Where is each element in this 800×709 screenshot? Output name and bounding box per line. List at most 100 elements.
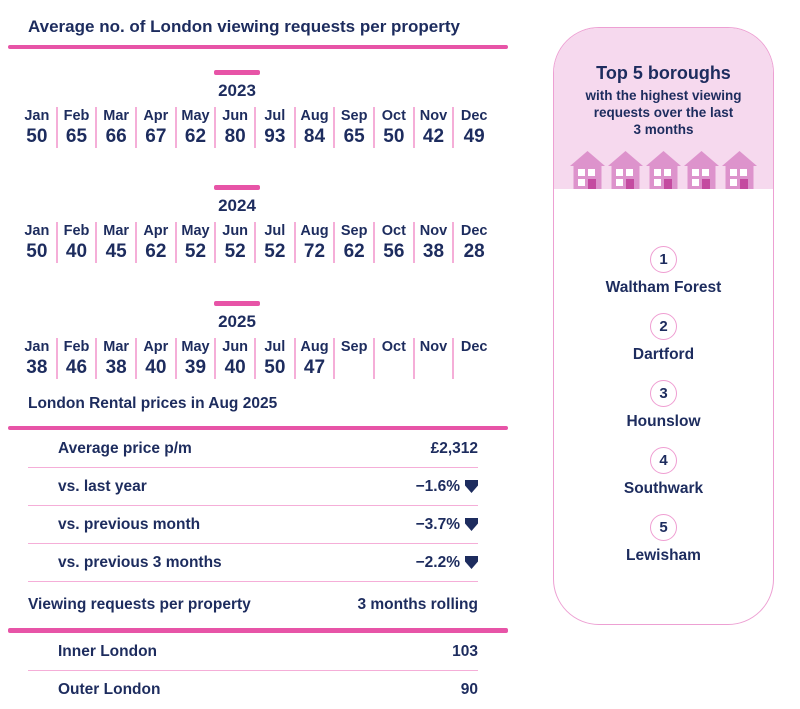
month-cell: Aug 72 xyxy=(296,222,336,263)
month-value: 50 xyxy=(26,241,48,262)
down-arrow-icon xyxy=(465,518,478,531)
row-value: 90 xyxy=(461,681,478,699)
month-value: 56 xyxy=(383,241,405,262)
month-cell: Aug 84 xyxy=(296,107,336,148)
house-icon xyxy=(684,151,719,189)
month-cell: Apr 67 xyxy=(137,107,177,148)
month-name: May xyxy=(181,223,210,239)
month-cell: Dec 49 xyxy=(454,107,494,148)
row-value: −2.2% xyxy=(416,554,478,572)
page-title: Average no. of London viewing requests p… xyxy=(28,17,460,36)
borough-name: Southwark xyxy=(623,480,704,497)
month-cell: Sep 62 xyxy=(335,222,375,263)
month-name: Jan xyxy=(24,339,50,355)
value-text: −3.7% xyxy=(415,515,460,533)
month-name: Aug xyxy=(300,223,329,239)
value-text: £2,312 xyxy=(430,439,478,457)
month-cell: Feb 65 xyxy=(58,107,98,148)
month-name: Jan xyxy=(24,108,50,124)
rank-badge: 5 xyxy=(649,514,677,541)
top-boroughs-panel: Top 5 boroughs with the highest viewing … xyxy=(553,27,774,625)
month-name: Oct xyxy=(381,339,406,355)
house-icon xyxy=(608,151,643,189)
month-value: 46 xyxy=(65,357,88,378)
month-name: Oct xyxy=(381,223,406,239)
month-value: 50 xyxy=(264,357,286,378)
month-value: 42 xyxy=(422,126,445,147)
top-boroughs-subtitle: with the highest viewing requests over t… xyxy=(585,88,742,137)
month-cell: Dec xyxy=(454,338,494,379)
month-cell: Jul 52 xyxy=(256,222,296,263)
value-text: 90 xyxy=(460,681,478,698)
year-label: 2024 xyxy=(218,196,256,215)
month-value: 45 xyxy=(105,241,127,262)
rank-badge: 3 xyxy=(650,380,677,407)
year-label: 2025 xyxy=(218,312,256,331)
month-cell: Jul 93 xyxy=(256,107,296,148)
viewing-requests-label: Viewing requests per property xyxy=(28,596,251,613)
month-name: Nov xyxy=(419,108,448,124)
month-name: Apr xyxy=(143,339,169,355)
borough-name: Dartford xyxy=(632,346,695,363)
table-row-outer-london: Outer London 90 xyxy=(28,671,478,709)
month-cell: Sep xyxy=(335,338,375,379)
list-item-rank-5: 5 Lewisham xyxy=(626,514,701,566)
borough-rank-list: 1 Waltham Forest 2 Dartford 3 Hounslow 4… xyxy=(554,189,773,566)
month-cell: Oct 56 xyxy=(375,222,415,263)
rank-badge: 4 xyxy=(649,447,677,474)
list-item-rank-3: 3 Hounslow xyxy=(626,380,701,432)
month-value: 40 xyxy=(145,357,167,378)
month-name: Mar xyxy=(103,108,130,124)
month-cell: May 62 xyxy=(177,107,217,148)
month-value: 65 xyxy=(65,126,88,147)
row-label: vs. previous 3 months xyxy=(58,553,222,571)
month-value: 84 xyxy=(303,126,326,147)
year-underline xyxy=(214,70,260,75)
month-value: 38 xyxy=(26,357,48,378)
row-label: vs. previous month xyxy=(58,515,201,533)
month-value: 52 xyxy=(264,241,286,262)
month-cell: Oct xyxy=(375,338,415,379)
viewing-header-underline xyxy=(8,628,508,633)
month-value: 66 xyxy=(105,126,127,147)
row-label: vs. last year xyxy=(58,477,147,495)
row-value: −3.7% xyxy=(416,516,478,534)
month-cell: Jan 50 xyxy=(18,222,58,263)
month-value: 39 xyxy=(184,357,207,378)
month-cell: Feb 40 xyxy=(58,222,98,263)
row-label: Average price p/m xyxy=(58,439,192,457)
month-name: May xyxy=(181,108,210,124)
value-text: −1.6% xyxy=(415,477,460,495)
month-name: Mar xyxy=(103,339,130,355)
rental-prices-title: London Rental prices in Aug 2025 xyxy=(28,395,278,412)
month-name: Feb xyxy=(63,339,90,355)
month-value: 40 xyxy=(224,357,246,378)
month-cell: Oct 50 xyxy=(375,107,415,148)
year-label: 2023 xyxy=(218,81,256,100)
month-cell: Jun 52 xyxy=(216,222,256,263)
month-name: Aug xyxy=(300,339,329,355)
borough-name: Hounslow xyxy=(626,413,701,430)
month-name: Jun xyxy=(222,223,249,239)
down-arrow-icon xyxy=(465,556,478,569)
year-underline xyxy=(214,301,260,306)
month-name: Apr xyxy=(143,223,169,239)
table-row-average-price: Average price p/m £2,312 xyxy=(28,430,478,468)
table-row-vs-previous-month: vs. previous month −3.7% xyxy=(28,506,478,544)
month-table-2025: Jan 38 Feb 46 Mar 38 Apr 40 May 39 Jun 4… xyxy=(18,338,494,379)
month-name: Nov xyxy=(419,339,448,355)
table-row-vs-previous-3-months: vs. previous 3 months −2.2% xyxy=(28,544,478,582)
month-value: 67 xyxy=(145,126,167,147)
month-value: 38 xyxy=(105,357,127,378)
month-value: 52 xyxy=(224,241,246,262)
month-name: Dec xyxy=(460,339,488,355)
borough-name: Lewisham xyxy=(626,547,701,564)
month-cell: Jun 80 xyxy=(216,107,256,148)
rank-badge: 2 xyxy=(649,313,677,340)
month-cell: Jul 50 xyxy=(256,338,296,379)
table-row-inner-london: Inner London 103 xyxy=(28,633,478,671)
house-icons-row xyxy=(570,151,757,189)
month-cell: Mar 38 xyxy=(97,338,137,379)
year-header-2024: 2024 xyxy=(18,177,456,216)
month-cell: Nov xyxy=(415,338,455,379)
